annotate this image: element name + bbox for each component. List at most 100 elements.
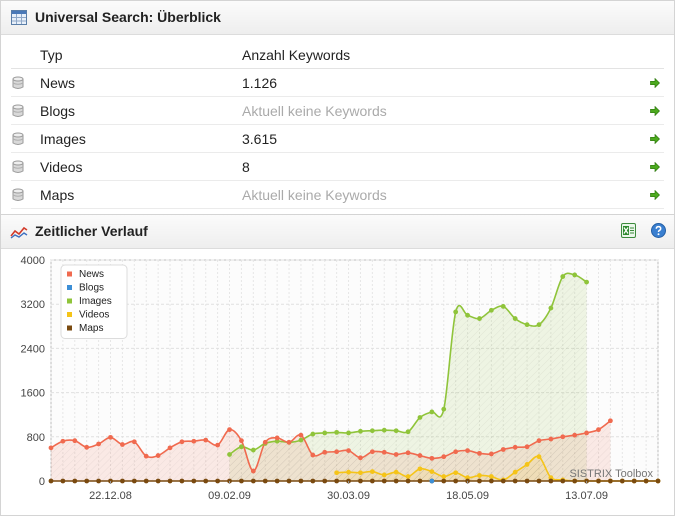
data-point-images (346, 430, 351, 436)
data-point-news (274, 435, 280, 441)
data-point-news (239, 438, 244, 444)
data-point-maps (619, 478, 625, 484)
data-point-images (393, 428, 399, 434)
table-icon (11, 10, 27, 25)
data-point-maps (286, 478, 292, 484)
data-point-news (262, 439, 268, 445)
overview-title: Universal Search: Überblick (35, 9, 221, 25)
data-point-videos (488, 474, 494, 479)
green-arrow-icon[interactable] (650, 190, 660, 200)
data-point-news (227, 427, 232, 433)
data-point-videos (512, 469, 518, 475)
data-point-images (536, 322, 542, 328)
data-point-news (120, 442, 125, 447)
data-point-maps (250, 478, 256, 484)
data-point-maps (560, 478, 566, 484)
data-point-videos (346, 469, 351, 475)
data-point-maps (477, 478, 482, 484)
data-point-news (155, 453, 161, 458)
data-point-videos (381, 472, 387, 478)
row-count: 1.126 (242, 75, 278, 91)
legend-entry: Videos (79, 310, 109, 321)
data-point-videos (536, 454, 542, 460)
data-point-maps (298, 478, 304, 484)
table-row: Images 3.615 (11, 125, 664, 153)
excel-icon[interactable] (621, 223, 636, 238)
green-arrow-icon[interactable] (650, 78, 660, 88)
data-point-maps (274, 478, 280, 484)
chart-legend: News Blogs Images Videos Maps (60, 264, 128, 339)
data-point-news (60, 438, 66, 444)
data-point-images (334, 429, 340, 435)
data-point-maps (596, 478, 601, 484)
help-icon[interactable] (651, 223, 666, 238)
data-point-videos (334, 470, 340, 476)
table-row: News 1.126 (11, 69, 664, 97)
data-point-maps (334, 478, 340, 484)
data-point-videos (453, 470, 459, 476)
data-point-news (524, 444, 530, 450)
data-point-maps (369, 478, 375, 484)
data-point-news (334, 449, 340, 455)
data-point-news (560, 434, 566, 440)
x-tick-label: 18.05.09 (446, 490, 489, 502)
data-point-news (143, 453, 149, 459)
data-point-images (298, 437, 304, 443)
data-point-images (405, 429, 411, 435)
data-point-maps (203, 478, 209, 484)
legend-swatch (67, 325, 72, 331)
data-point-videos (417, 466, 423, 472)
data-point-maps (131, 478, 137, 484)
data-point-news (512, 444, 518, 450)
legend-swatch (67, 271, 72, 277)
x-tick-label: 13.07.09 (565, 490, 608, 502)
database-icon (12, 104, 24, 117)
green-arrow-icon[interactable] (650, 162, 660, 172)
y-tick-label: 800 (27, 432, 45, 444)
trend-header: Zeitlicher Verlauf (1, 215, 674, 249)
data-point-maps (72, 478, 78, 484)
data-point-videos (405, 474, 411, 479)
data-point-maps (262, 478, 268, 484)
table-row: Videos 8 (11, 153, 664, 181)
data-point-news (131, 439, 137, 445)
series-area-hatch-videos (336, 456, 658, 481)
data-point-maps (548, 478, 554, 484)
data-point-images (488, 307, 494, 313)
legend-entry: Maps (79, 323, 103, 334)
data-point-news (584, 430, 589, 436)
data-point-news (250, 468, 256, 474)
data-point-maps (500, 478, 506, 484)
table-header-row: Typ Anzahl Keywords (11, 41, 664, 69)
data-point-videos (369, 469, 375, 475)
overview-table: Typ Anzahl Keywords News 1.126 Blogs Aktuel… (11, 41, 664, 209)
data-point-maps (572, 478, 578, 484)
data-point-maps (96, 478, 102, 484)
data-point-news (453, 449, 459, 455)
row-type: Videos (40, 159, 83, 175)
data-point-maps (453, 478, 459, 484)
data-point-maps (358, 478, 363, 484)
data-point-images (465, 312, 470, 318)
row-type: Blogs (40, 103, 76, 119)
green-arrow-icon[interactable] (650, 106, 660, 116)
data-point-news (441, 454, 447, 460)
data-point-maps (417, 478, 423, 484)
data-point-news (322, 449, 328, 455)
data-point-images (429, 409, 435, 415)
data-point-maps (488, 478, 494, 484)
watermark: SISTRIX Toolbox (569, 468, 653, 480)
series-area-hatch-news (51, 420, 611, 481)
row-type: Maps (40, 187, 75, 203)
column-header-type: Typ (40, 47, 63, 63)
row-count: Aktuell keine Keywords (242, 103, 387, 119)
data-point-news (215, 442, 221, 448)
data-point-news (179, 439, 185, 445)
data-point-maps (239, 478, 244, 484)
data-point-images (227, 452, 232, 457)
data-point-images (560, 274, 566, 279)
trend-title: Zeitlicher Verlauf (35, 223, 148, 239)
green-arrow-icon[interactable] (650, 134, 660, 144)
data-point-images (381, 427, 387, 433)
y-tick-label: 4000 (21, 255, 45, 267)
